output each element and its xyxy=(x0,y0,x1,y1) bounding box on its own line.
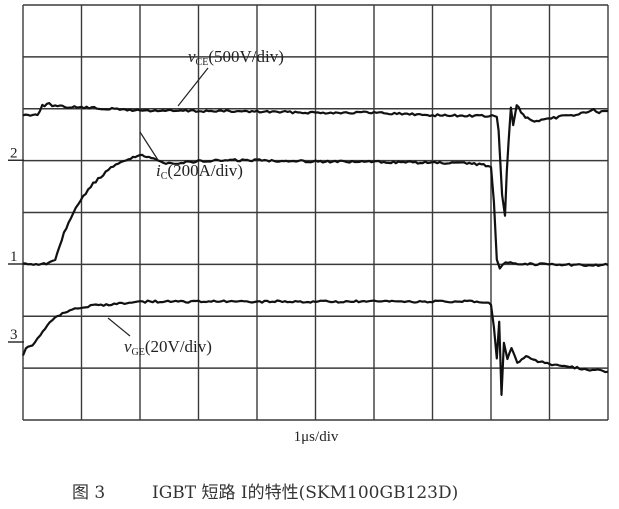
traces xyxy=(21,102,609,396)
series-label-0: vCE(500V/div) xyxy=(188,47,284,68)
series-labels: vCE(500V/div) iC(200A/div) vGE(20V/div) xyxy=(107,47,284,358)
series-label-leader-0 xyxy=(177,67,209,107)
series-label-leader-1 xyxy=(139,131,159,161)
channel-marker-1: 1 xyxy=(10,249,18,265)
trace-0 xyxy=(22,102,608,217)
caption-figure-number: 图 3 xyxy=(72,483,105,503)
x-axis-label: 1μs/div xyxy=(294,429,339,445)
trace-2 xyxy=(21,299,609,396)
series-label-2: vGE(20V/div) xyxy=(124,337,212,358)
channel-marker-3: 3 xyxy=(10,327,18,343)
trace-1 xyxy=(22,153,609,270)
caption-text: IGBT 短路 Ⅰ的特性(SKM100GB123D) xyxy=(152,483,458,503)
series-label-leader-2 xyxy=(107,317,131,337)
channel-markers: 2 1 3 xyxy=(8,145,24,343)
channel-marker-2: 2 xyxy=(10,145,18,161)
series-label-1: iC(200A/div) xyxy=(156,161,243,182)
